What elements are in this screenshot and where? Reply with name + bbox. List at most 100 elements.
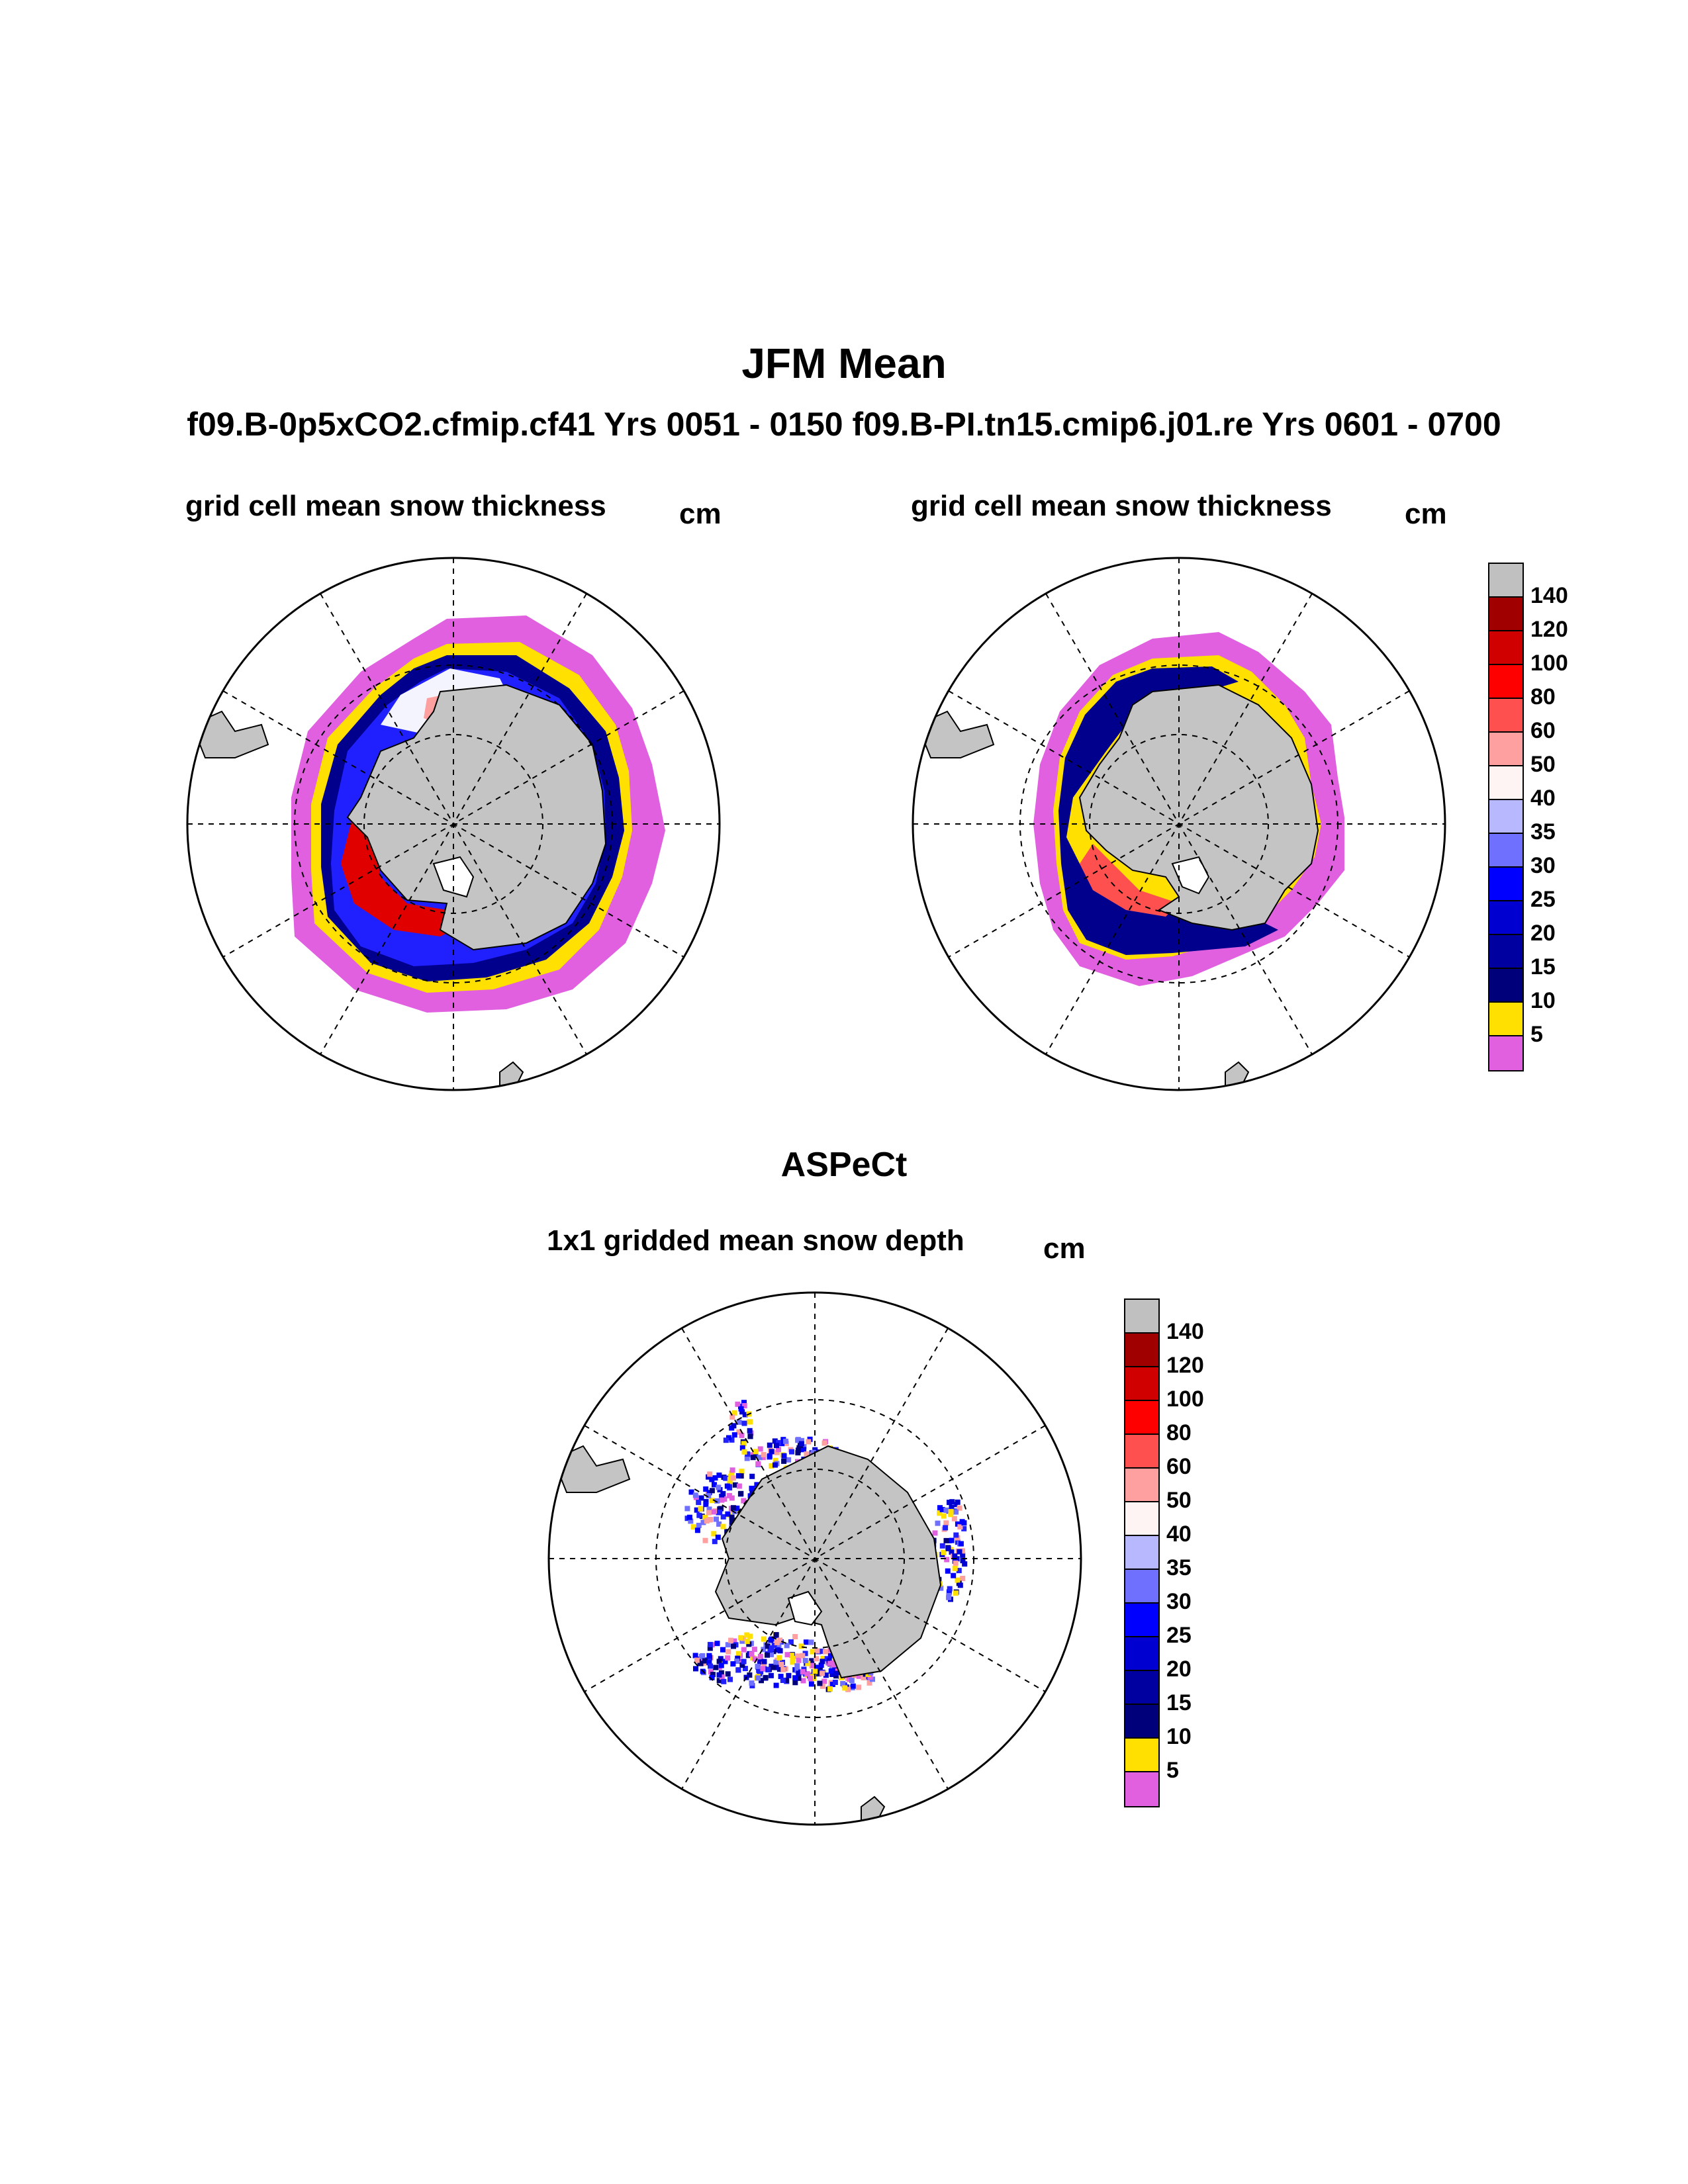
observation-cell xyxy=(739,1445,745,1451)
observation-cell xyxy=(808,1676,814,1682)
observation-cell xyxy=(703,1499,709,1504)
observation-cell xyxy=(747,1452,753,1458)
observation-cell xyxy=(741,1441,747,1447)
observation-cell xyxy=(857,1673,862,1679)
observation-cell xyxy=(952,1565,958,1571)
observation-cell xyxy=(816,1671,821,1677)
observation-cell xyxy=(788,1639,794,1645)
observation-cell xyxy=(726,1649,731,1655)
observation-cell xyxy=(794,1663,800,1669)
observation-cell xyxy=(957,1549,962,1555)
ice-shelf xyxy=(1171,856,1210,895)
colorbar-label: 100 xyxy=(1530,651,1568,676)
observation-cell xyxy=(772,1438,778,1444)
observation-cell xyxy=(709,1477,715,1482)
observation-cell xyxy=(735,1655,741,1661)
observation-cell xyxy=(749,1473,755,1479)
observation-cell xyxy=(773,1457,778,1463)
observation-cell xyxy=(741,1449,747,1455)
colorbar-label: 40 xyxy=(1166,1522,1192,1547)
observation-cell xyxy=(792,1675,798,1681)
observation-cell xyxy=(945,1568,951,1574)
observation-cell xyxy=(731,1423,737,1429)
observation-cell xyxy=(771,1664,776,1670)
observation-cell xyxy=(757,1671,763,1677)
observation-cell xyxy=(703,1486,709,1492)
observation-cell xyxy=(719,1674,725,1680)
observation-cell xyxy=(784,1652,790,1658)
observation-cell xyxy=(818,1662,824,1668)
colorbar-label: 60 xyxy=(1530,718,1556,743)
observation-cell xyxy=(774,1449,780,1455)
observation-cell xyxy=(798,1441,804,1447)
observation-cell xyxy=(755,1675,761,1681)
observation-cell xyxy=(736,1429,742,1435)
observation-cell xyxy=(945,1545,951,1551)
observation-cell xyxy=(935,1520,941,1526)
observation-cell xyxy=(814,1648,820,1654)
observation-cell xyxy=(706,1653,712,1659)
observation-cell xyxy=(713,1664,719,1670)
observation-cell xyxy=(731,1410,737,1416)
observation-cell xyxy=(767,1453,773,1459)
colorbar-swatch xyxy=(1125,1604,1158,1637)
observation-cell xyxy=(742,1412,748,1418)
observation-cell xyxy=(709,1498,715,1504)
observation-cell xyxy=(755,1461,761,1467)
observation-cell xyxy=(698,1661,704,1666)
colorbar-label: 35 xyxy=(1166,1555,1192,1580)
observation-cell xyxy=(833,1670,839,1676)
observation-cell xyxy=(732,1509,738,1514)
observation-cell xyxy=(831,1662,837,1668)
observation-cell xyxy=(693,1666,698,1672)
observation-cell xyxy=(827,1653,833,1659)
observation-cell xyxy=(820,1670,825,1676)
observation-cell xyxy=(706,1474,712,1480)
observation-cell xyxy=(757,1653,763,1659)
observation-cell xyxy=(728,1637,734,1643)
observation-cell xyxy=(747,1633,753,1639)
subtitle: f09.B-0p5xCO2.cfmip.cf41 Yrs 0051 - 0150… xyxy=(187,406,1501,443)
observation-cell xyxy=(698,1506,704,1512)
ice-shelf xyxy=(787,1590,823,1626)
observation-cell xyxy=(726,1435,731,1441)
colorbar-label: 5 xyxy=(1166,1758,1179,1783)
observation-cell xyxy=(706,1510,712,1516)
observation-cell xyxy=(814,1656,820,1662)
colorbar-swatch xyxy=(1125,1502,1158,1536)
observation-cell xyxy=(773,1659,779,1665)
snow-high-weddell xyxy=(1080,844,1179,917)
colorbar-label: 25 xyxy=(1166,1623,1192,1648)
observation-cell xyxy=(953,1532,959,1538)
observation-cell xyxy=(957,1524,963,1530)
observation-cell xyxy=(707,1471,713,1477)
observation-cell xyxy=(776,1643,782,1649)
observation-cell xyxy=(734,1505,740,1511)
observation-cell xyxy=(751,1647,757,1653)
observation-cell xyxy=(957,1582,963,1588)
australia-tip xyxy=(861,1796,886,1825)
observation-cell xyxy=(696,1522,702,1528)
observation-cell xyxy=(949,1537,955,1543)
observation-cell xyxy=(725,1655,731,1661)
observation-cell xyxy=(688,1518,694,1524)
observation-cell xyxy=(763,1674,769,1680)
observation-cell xyxy=(845,1686,851,1692)
observation-cell xyxy=(962,1561,968,1567)
observation-cell xyxy=(800,1669,806,1674)
observation-cell xyxy=(741,1420,747,1426)
observation-cell xyxy=(789,1449,794,1455)
observation-cell xyxy=(725,1511,731,1517)
observation-cell xyxy=(949,1499,955,1505)
observation-cell xyxy=(817,1680,823,1686)
observation-cell xyxy=(735,1401,741,1407)
colorbar-label: 40 xyxy=(1530,786,1556,811)
aspect-map xyxy=(547,1291,1082,1826)
colorbar-swatch xyxy=(1125,1570,1158,1604)
observation-cell xyxy=(955,1499,961,1505)
colorbar-label: 30 xyxy=(1166,1589,1192,1614)
observation-cell xyxy=(767,1442,773,1448)
observation-cell xyxy=(790,1659,796,1665)
observation-cell xyxy=(802,1651,808,1657)
observation-cell xyxy=(711,1509,717,1515)
